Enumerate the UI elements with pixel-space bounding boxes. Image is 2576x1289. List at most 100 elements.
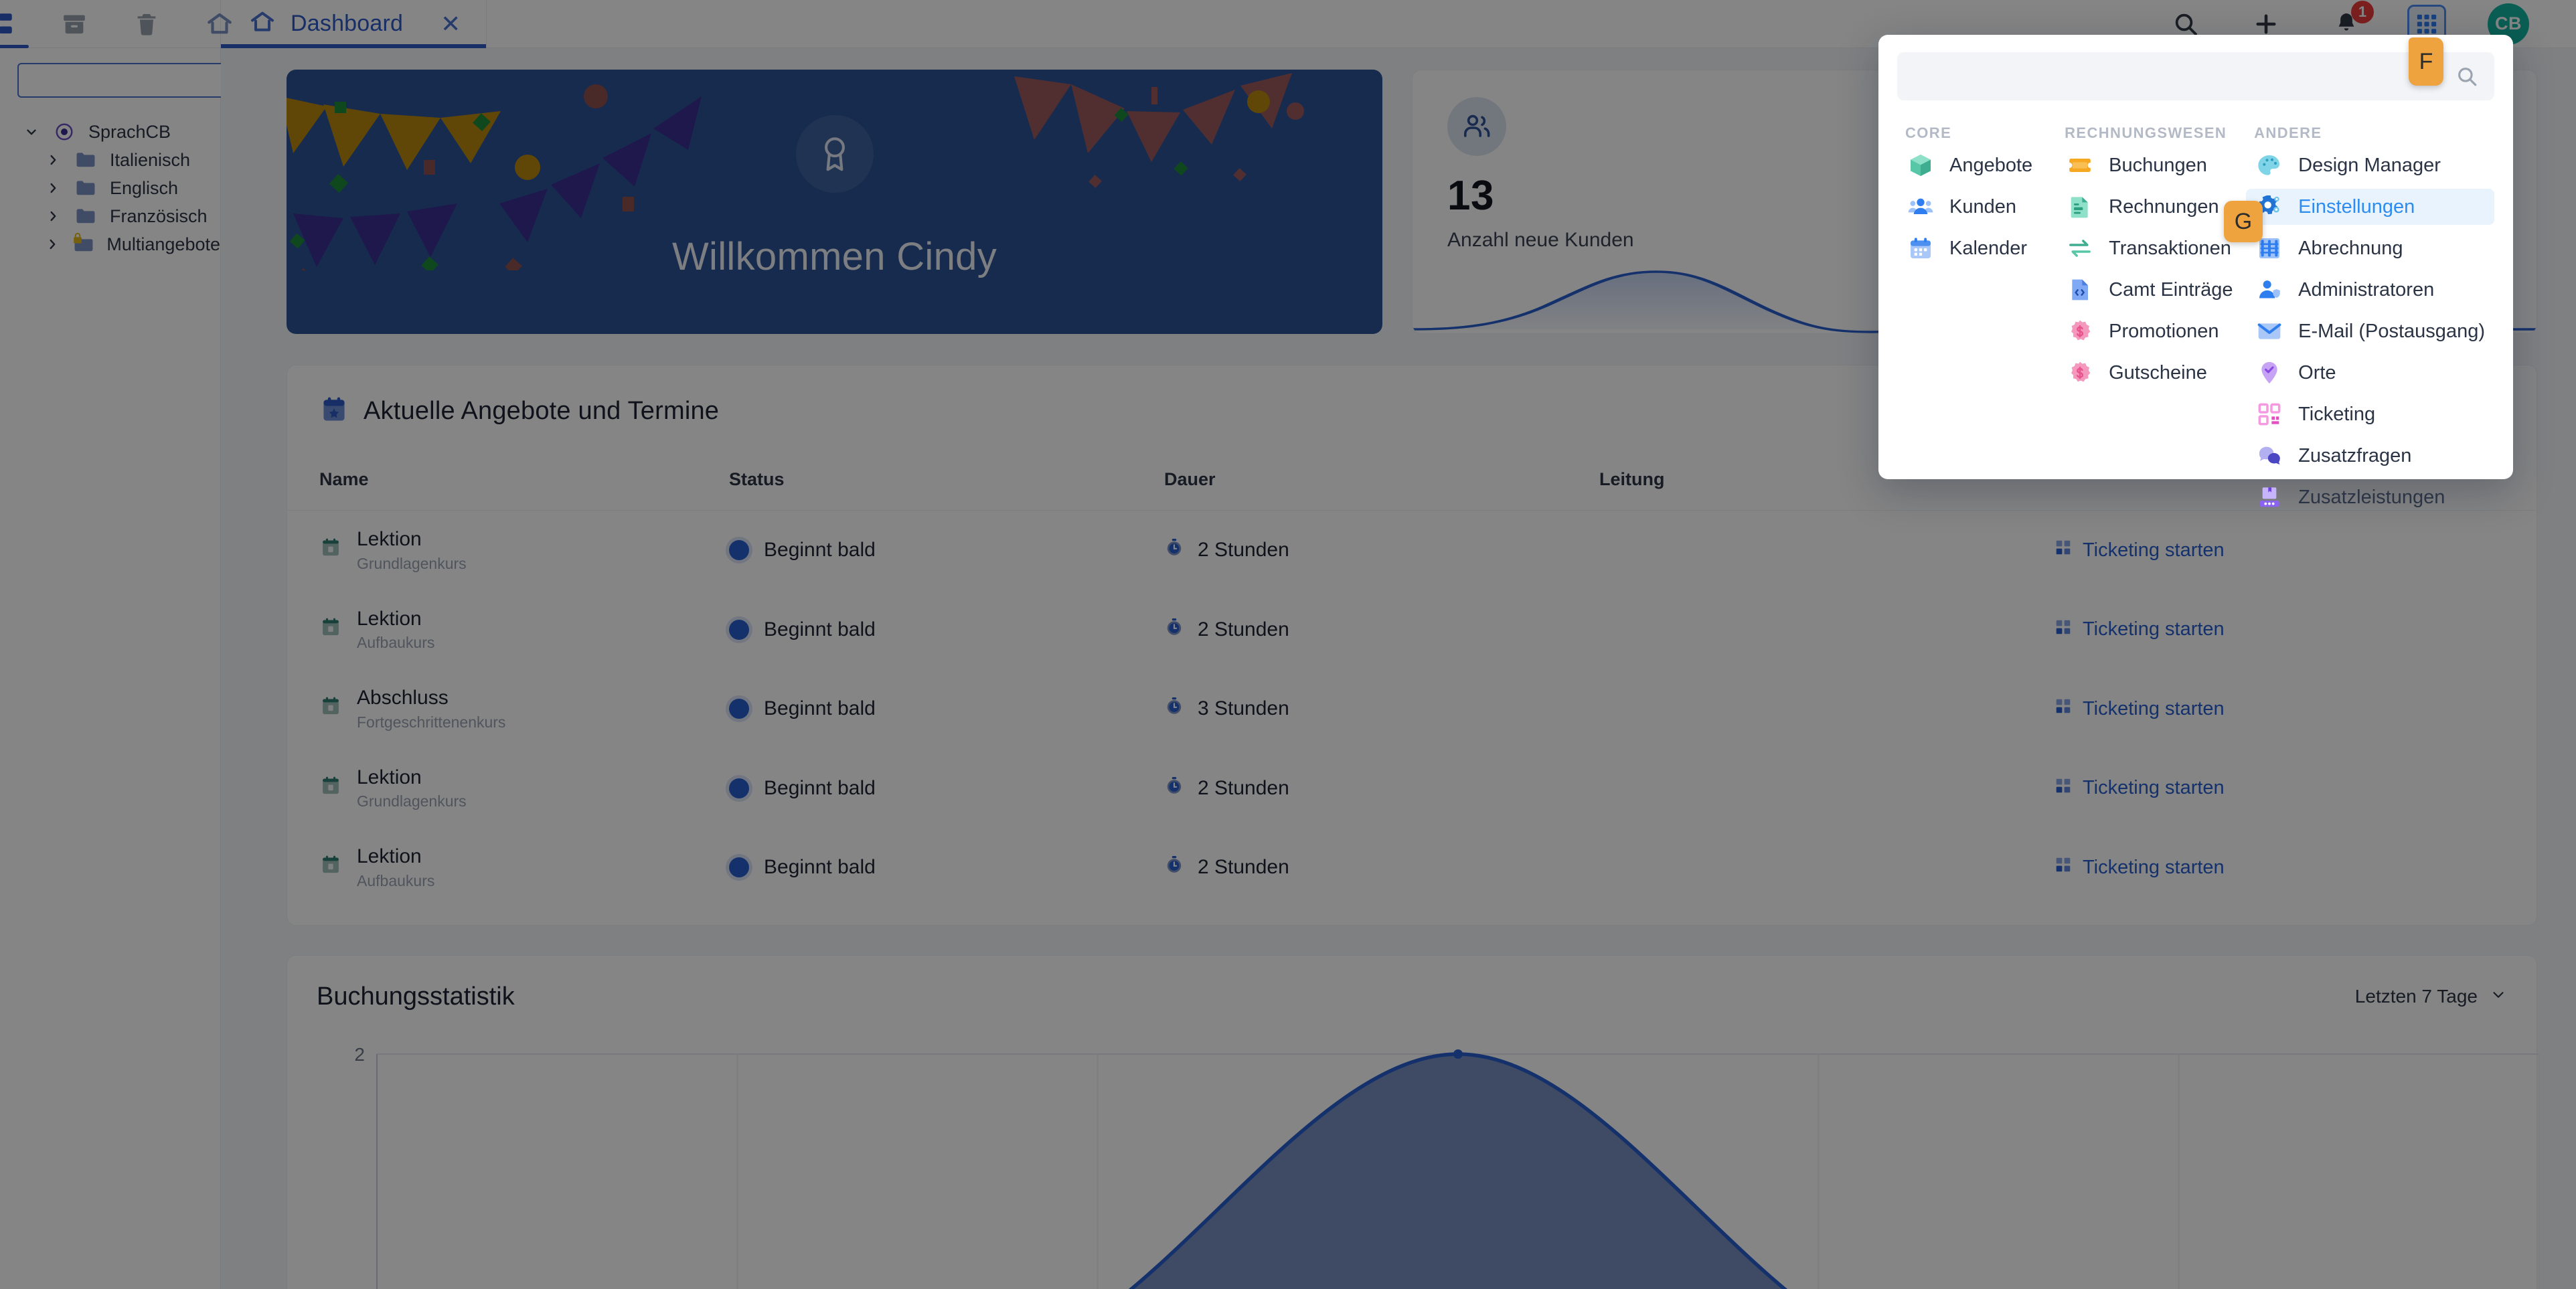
row-name: Lektion [357,766,422,788]
archive-icon[interactable] [61,9,88,39]
folder-icon [72,149,99,171]
row-status: Beginnt bald [764,776,876,799]
app-menu-item[interactable]: Ticketing [2246,396,2494,432]
welcome-title: Willkommen Cindy [672,235,997,278]
app-menu-item[interactable]: Orte [2246,355,2494,391]
cell-action: Ticketing starten [2055,749,2537,829]
app-menu-item[interactable]: Abrechnung [2246,230,2494,266]
bell-icon[interactable]: 1 [2327,0,2374,44]
app-menu-item-label: Einstellungen [2298,195,2415,218]
sidebar-tree-item[interactable]: Italienisch [0,146,220,174]
app-menu-item[interactable]: Buchungen [2057,147,2246,183]
app-menu-item[interactable]: Transaktionen [2057,230,2246,266]
app-menu-item[interactable]: Zusatzfragen [2246,438,2494,474]
chevron-right-icon[interactable] [44,237,60,252]
app-menu-item[interactable]: Kunden [1897,189,2057,225]
sidebar-tree-item[interactable]: Französisch [0,202,220,230]
app-menu-item[interactable]: Rechnungen [2057,189,2246,225]
row-name: Lektion [357,528,422,550]
tab-dashboard[interactable]: Dashboard ✕ [221,0,487,48]
app-menu-item[interactable]: Einstellungen [2246,189,2494,225]
tree-structure-icon[interactable] [0,9,29,48]
app-menu-item[interactable]: Gutscheine [2057,355,2246,391]
start-ticketing-link[interactable]: Ticketing starten [2055,697,2225,720]
start-ticketing-link[interactable]: Ticketing starten [2055,618,2225,641]
close-icon[interactable]: ✕ [440,9,461,37]
app-menu-item[interactable]: Angebote [1897,147,2057,183]
row-subtitle: Grundlagenkurs [357,792,467,810]
search-icon[interactable] [2166,5,2205,44]
palette-icon [2255,151,2283,179]
app-menu-item-label: Transaktionen [2109,237,2231,259]
radio-target-icon [51,122,78,142]
app-menu-column-title: ANDERE [2254,124,2322,141]
app-menu-search[interactable] [1897,52,2494,100]
app-menu-search-input[interactable] [1897,52,2456,100]
home-icon[interactable] [206,9,234,39]
col-name[interactable]: Name [287,454,729,511]
booking-stats-card: Buchungsstatistik Letzten 7 Tage Anzahl … [287,954,2540,1289]
app-menu-item[interactable]: Design Manager [2246,147,2494,183]
sidebar-tree-label: SprachCB [88,121,171,142]
sidebar-tree-item[interactable]: Englisch [0,174,220,202]
app-menu-item-label: Rechnungen [2109,195,2219,218]
app-menu-item-label: Orte [2298,361,2336,383]
row-dauer: 3 Stunden [1198,697,1289,720]
row-status: Beginnt bald [764,856,876,879]
area-fill [1131,1053,1785,1289]
table-row[interactable]: Lektion Grundlagenkurs Beginnt bald 2 Stund… [287,511,2537,590]
cell-name: Lektion Aufbaukurs [287,590,729,670]
clock-icon [1164,617,1184,642]
cell-dauer: 2 Stunden [1164,828,1599,908]
chevron-right-icon[interactable] [44,181,62,195]
app-menu-item[interactable]: Administratoren [2246,272,2494,308]
table-row[interactable]: Lektion Aufbaukurs Beginnt bald 2 Stunden Ti… [287,590,2537,670]
data-point-peak[interactable] [1453,1049,1463,1059]
table-row[interactable]: Abschluss Fortgeschrittenenkurs Beginnt ba… [287,669,2537,749]
sidebar-tree-item[interactable]: SprachCB [0,118,220,146]
app-menu-item[interactable]: Kalender [1897,230,2057,266]
cell-action: Ticketing starten [2055,669,2537,749]
calendar-row-icon [319,695,342,723]
table-row[interactable]: Lektion Aufbaukurs Beginnt bald 2 Stunden Ti… [287,828,2537,908]
col-dauer[interactable]: Dauer [1164,454,1599,511]
stat-value: 13 [1447,173,1494,219]
clock-icon [1164,696,1184,721]
search-icon[interactable] [2456,65,2494,88]
app-menu-item-label: Administratoren [2298,278,2435,300]
sidebar-tree: SprachCB Italienisch Englisch Französisch Mu… [0,118,220,258]
chat-icon [2255,442,2283,470]
col-status[interactable]: Status [729,454,1164,511]
exchange-icon [2066,234,2094,262]
app-menu-item-label: Zusatzfragen [2298,444,2412,466]
plus-icon[interactable] [2247,5,2285,44]
stat-label: Anzahl neue Kunden [1447,229,1634,251]
start-ticketing-link[interactable]: Ticketing starten [2055,539,2225,562]
chevron-right-icon[interactable] [44,153,62,167]
chevron-right-icon[interactable] [44,209,62,224]
gear-icon [2255,193,2283,221]
user-shield-icon [2255,276,2283,304]
col-leitung[interactable]: Leitung [1599,454,2055,511]
start-ticketing-link[interactable]: Ticketing starten [2055,856,2225,879]
sidebar-tree-item[interactable]: Multiangebote [0,230,220,258]
clock-icon [1164,855,1184,880]
trash-icon[interactable] [133,9,160,39]
ticket-grid-icon [2055,777,2072,800]
range-select[interactable]: Letzten 7 Tage [2355,986,2507,1008]
start-ticketing-link[interactable]: Ticketing starten [2055,777,2225,800]
app-menu-item[interactable]: Zusatzleistungen [2246,479,2494,515]
app-menu-item[interactable]: Camt Einträge [2057,272,2246,308]
app-menu-item[interactable]: Promotionen [2057,313,2246,349]
chevron-down-icon[interactable] [23,124,40,139]
app-menu-item[interactable]: E-Mail (Postausgang) [2246,313,2494,349]
table-row[interactable]: Lektion Grundlagenkurs Beginnt bald 2 Stund… [287,749,2537,829]
qr-icon [2255,400,2283,428]
ticket-grid-icon [2055,697,2072,720]
status-badge [729,699,749,719]
package-icon [2255,483,2283,511]
offers-card: Aktuelle Angebote und Termine Name Statu… [287,365,2537,926]
sidebar-search-input[interactable] [17,63,260,98]
row-action-label: Ticketing starten [2083,539,2225,561]
app-menu-column-title: CORE [1905,124,1952,141]
